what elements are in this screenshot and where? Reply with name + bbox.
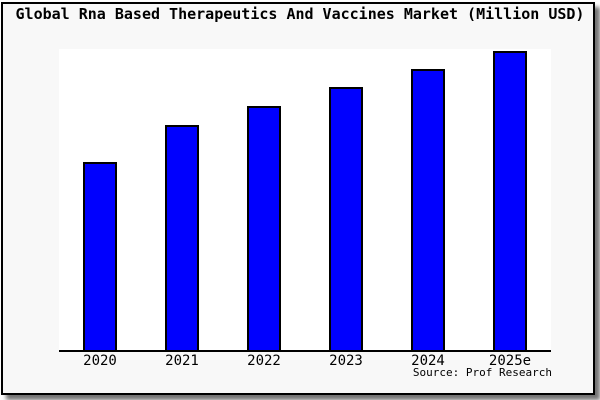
bar-2023 — [329, 87, 363, 350]
bar-slot-2025e — [469, 49, 551, 350]
bar-2024 — [411, 69, 445, 350]
bar-2020 — [83, 162, 117, 350]
bar-2022 — [247, 105, 281, 350]
source-credit: Source: Prof Research — [412, 366, 552, 379]
bars-container — [59, 49, 551, 350]
bar-2021 — [165, 125, 199, 350]
x-tick-label-2023: 2023 — [329, 353, 363, 369]
x-tick-label-2022: 2022 — [247, 353, 281, 369]
bar-2025e — [493, 50, 527, 350]
chart-title: Global Rna Based Therapeutics And Vaccin… — [15, 5, 585, 23]
bar-slot-2022 — [223, 49, 305, 350]
x-tick-label-2020: 2020 — [83, 353, 117, 369]
x-tick-label-2024: 2024 — [411, 353, 445, 369]
x-axis-labels: 2020 2021 2022 2023 2024 2025e — [59, 354, 551, 369]
bar-slot-2023 — [305, 49, 387, 350]
bar-slot-2021 — [141, 49, 223, 350]
plot-area — [59, 49, 551, 352]
x-tick-label-2021: 2021 — [165, 353, 199, 369]
bar-slot-2024 — [387, 49, 469, 350]
bar-slot-2020 — [59, 49, 141, 350]
x-tick-label-2025e: 2025e — [488, 353, 532, 369]
